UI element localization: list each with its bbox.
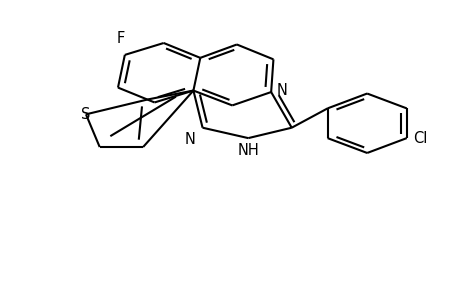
Text: N: N (185, 132, 195, 147)
Text: NH: NH (237, 142, 258, 158)
Text: S: S (81, 107, 90, 122)
Text: Cl: Cl (413, 130, 427, 146)
Text: N: N (276, 83, 287, 98)
Text: F: F (116, 31, 124, 46)
